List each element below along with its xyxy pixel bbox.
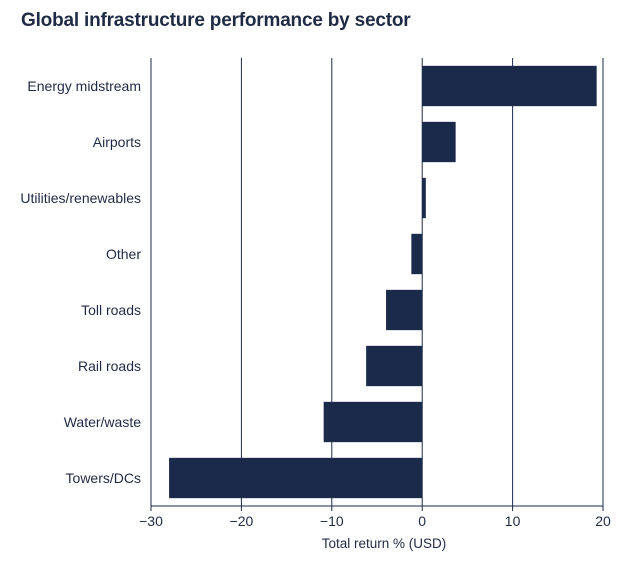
category-label-2: Utilities/renewables [20, 190, 141, 206]
category-labels: Energy midstream Airports Utilities/renewa… [20, 78, 141, 486]
category-label-7: Towers/DCs [66, 470, 141, 486]
bar-3 [411, 233, 423, 275]
bar-6 [323, 401, 423, 443]
category-label-6: Water/waste [64, 414, 141, 430]
bar-4 [386, 289, 423, 331]
x-tick-label-4: 10 [505, 513, 521, 529]
category-label-4: Toll roads [81, 302, 141, 318]
chart-title: Global infrastructure performance by sec… [21, 10, 411, 31]
bars [169, 65, 597, 499]
bar-7 [169, 457, 423, 499]
category-label-5: Rail roads [78, 358, 141, 374]
x-axis-title: Total return % (USD) [322, 536, 447, 551]
x-axis: −30 −20 −10 0 10 20 [139, 505, 611, 529]
x-tick-label-5: 20 [595, 513, 611, 529]
category-label-1: Airports [93, 134, 141, 150]
x-tick-label-2: −10 [320, 513, 344, 529]
x-tick-label-1: −20 [230, 513, 254, 529]
bar-2 [422, 177, 426, 219]
category-label-3: Other [106, 246, 141, 262]
category-label-0: Energy midstream [27, 78, 141, 94]
x-tick-label-0: −30 [139, 513, 163, 529]
bar-5 [366, 345, 423, 387]
bar-0 [422, 65, 597, 107]
x-tick-label-3: 0 [418, 513, 426, 529]
bar-1 [422, 121, 456, 163]
